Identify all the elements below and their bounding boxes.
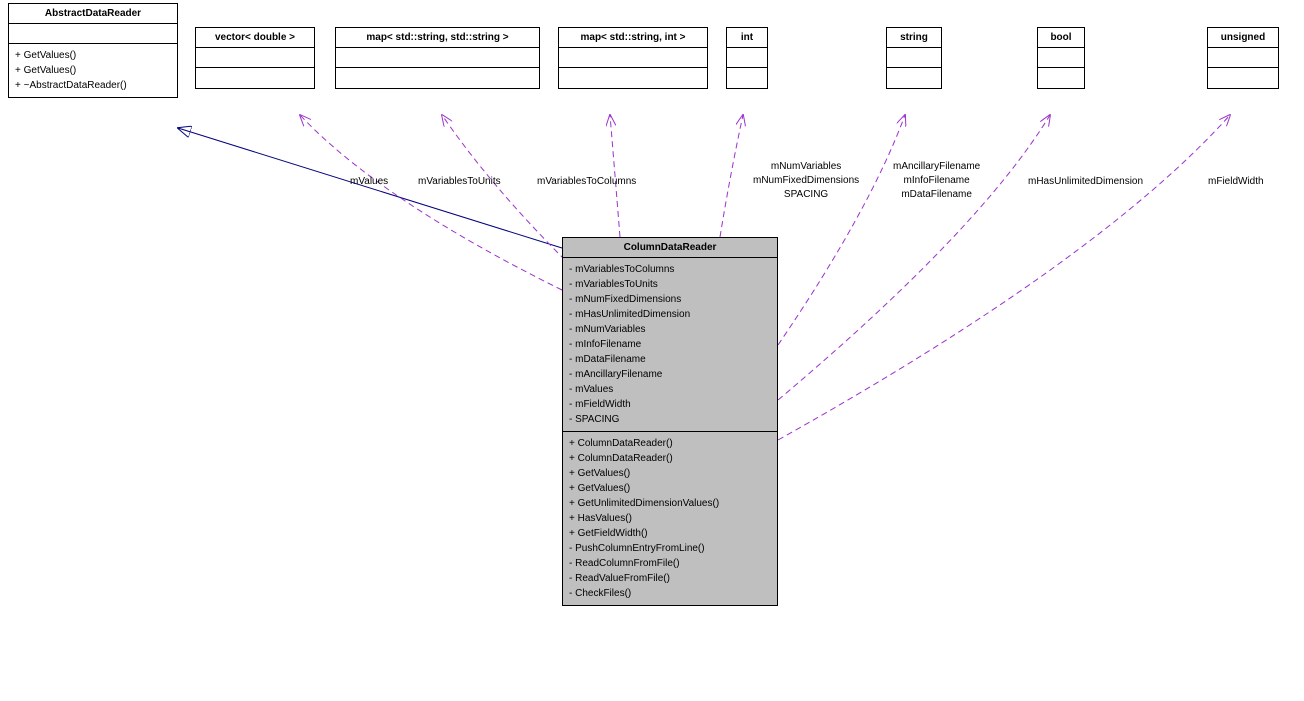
class-methods: + GetValues() + GetValues() + ~AbstractD…	[9, 44, 177, 97]
method-row: + GetValues()	[15, 48, 171, 63]
class-fields-empty	[559, 48, 707, 68]
class-abstractdatareader: AbstractDataReader + GetValues() + GetVa…	[8, 3, 178, 98]
class-methods-empty	[196, 68, 314, 88]
class-methods-empty	[559, 68, 707, 88]
method-row: + GetValues()	[569, 481, 771, 496]
class-fields-empty	[1208, 48, 1278, 68]
method-row: + GetUnlimitedDimensionValues()	[569, 496, 771, 511]
class-methods-empty	[887, 68, 941, 88]
class-methods-empty	[1038, 68, 1084, 88]
edge-bool	[778, 115, 1050, 400]
method-row: + GetValues()	[15, 63, 171, 78]
class-int: int	[726, 27, 768, 89]
class-fields-empty	[1038, 48, 1084, 68]
method-row: - ReadColumnFromFile()	[569, 556, 771, 571]
method-row: + ColumnDataReader()	[569, 436, 771, 451]
field-row: - mVariablesToUnits	[569, 277, 771, 292]
method-row: - ReadValueFromFile()	[569, 571, 771, 586]
class-title: bool	[1038, 28, 1084, 48]
edge-string	[778, 115, 905, 345]
field-row: - mAncillaryFilename	[569, 367, 771, 382]
edge-label-int: mNumVariables mNumFixedDimensions SPACIN…	[753, 160, 859, 202]
class-vector-double: vector< double >	[195, 27, 315, 89]
class-methods: + ColumnDataReader() + ColumnDataReader(…	[563, 432, 777, 605]
edge-mvalues	[300, 115, 562, 290]
field-row: - SPACING	[569, 412, 771, 427]
class-methods-empty	[336, 68, 539, 88]
edge-label-string: mAncillaryFilename mInfoFilename mDataFi…	[893, 160, 980, 202]
edge-label-bool: mHasUnlimitedDimension	[1028, 175, 1143, 189]
edge-int	[720, 115, 743, 237]
method-row: + ColumnDataReader()	[569, 451, 771, 466]
class-fields: - mVariablesToColumns - mVariablesToUnit…	[563, 258, 777, 432]
method-row: + ~AbstractDataReader()	[15, 78, 171, 93]
class-fields-empty	[9, 24, 177, 44]
class-title: int	[727, 28, 767, 48]
class-title: string	[887, 28, 941, 48]
method-row: - PushColumnEntryFromLine()	[569, 541, 771, 556]
class-fields-empty	[196, 48, 314, 68]
field-row: - mVariablesToColumns	[569, 262, 771, 277]
field-row: - mHasUnlimitedDimension	[569, 307, 771, 322]
class-bool: bool	[1037, 27, 1085, 89]
field-row: - mInfoFilename	[569, 337, 771, 352]
class-fields-empty	[727, 48, 767, 68]
edge-label-mvariablestocolumns: mVariablesToColumns	[537, 175, 636, 189]
method-row: + GetFieldWidth()	[569, 526, 771, 541]
class-title: map< std::string, std::string >	[336, 28, 539, 48]
field-row: - mDataFilename	[569, 352, 771, 367]
class-title: AbstractDataReader	[9, 4, 177, 24]
method-row: - CheckFiles()	[569, 586, 771, 601]
class-columndatareader: ColumnDataReader - mVariablesToColumns -…	[562, 237, 778, 606]
class-title: map< std::string, int >	[559, 28, 707, 48]
field-row: - mValues	[569, 382, 771, 397]
class-fields-empty	[887, 48, 941, 68]
class-fields-empty	[336, 48, 539, 68]
edge-label-mvariablestounits: mVariablesToUnits	[418, 175, 501, 189]
class-unsigned: unsigned	[1207, 27, 1279, 89]
class-map-string-int: map< std::string, int >	[558, 27, 708, 89]
class-title: vector< double >	[196, 28, 314, 48]
method-row: + HasValues()	[569, 511, 771, 526]
class-title: unsigned	[1208, 28, 1278, 48]
field-row: - mNumVariables	[569, 322, 771, 337]
class-title: ColumnDataReader	[563, 238, 777, 258]
class-string: string	[886, 27, 942, 89]
class-methods-empty	[727, 68, 767, 88]
edge-label-mvalues: mValues	[350, 175, 388, 189]
field-row: - mFieldWidth	[569, 397, 771, 412]
class-map-string-string: map< std::string, std::string >	[335, 27, 540, 89]
field-row: - mNumFixedDimensions	[569, 292, 771, 307]
method-row: + GetValues()	[569, 466, 771, 481]
edge-label-unsigned: mFieldWidth	[1208, 175, 1264, 189]
class-methods-empty	[1208, 68, 1278, 88]
